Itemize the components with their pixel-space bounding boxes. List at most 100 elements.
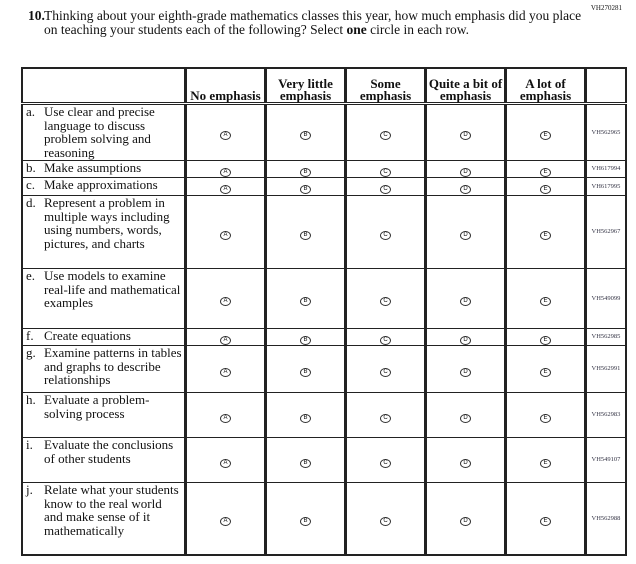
radio-bubble-d[interactable]: D	[460, 185, 471, 194]
radio-bubble-c[interactable]: C	[380, 297, 391, 306]
row-text: Create equations	[44, 328, 131, 343]
radio-bubble-d[interactable]: D	[460, 367, 471, 377]
response-cell: D	[424, 268, 506, 329]
radio-bubble-d[interactable]: D	[460, 131, 471, 140]
response-cell: D	[424, 177, 506, 196]
radio-bubble-d[interactable]: D	[460, 297, 471, 306]
radio-bubble-c[interactable]: C	[380, 167, 391, 177]
radio-bubble-c[interactable]: C	[380, 335, 391, 345]
radio-bubble-a[interactable]: A	[220, 185, 231, 194]
radio-bubble-d[interactable]: D	[460, 516, 471, 526]
radio-bubble-c[interactable]: C	[380, 516, 391, 526]
radio-bubble-a[interactable]: A	[220, 131, 231, 140]
response-cell: C	[344, 195, 426, 269]
radio-bubble-d[interactable]: D	[460, 413, 471, 423]
radio-bubble-b[interactable]: B	[300, 185, 311, 194]
response-cell: B	[264, 328, 346, 346]
header-quite-a-bit: Quite a bit of emphasis	[424, 67, 506, 104]
radio-bubble-b[interactable]: B	[300, 516, 311, 526]
response-cell: A	[184, 195, 266, 269]
radio-bubble-d[interactable]: D	[460, 458, 471, 468]
row-text: Relate what your students know to the re…	[44, 482, 179, 538]
radio-bubble-b[interactable]: B	[300, 458, 311, 468]
table-row: a. Use clear and precise language to disc…	[21, 103, 627, 161]
item-code: VH617995	[584, 177, 627, 196]
radio-bubble-a[interactable]: A	[220, 167, 231, 177]
radio-bubble-e[interactable]: E	[540, 516, 551, 526]
response-cell: B	[264, 195, 346, 269]
radio-bubble-e[interactable]: E	[540, 367, 551, 377]
response-cell: E	[504, 482, 586, 555]
radio-bubble-b[interactable]: B	[300, 367, 311, 377]
response-cell: E	[504, 392, 586, 438]
row-letter: i.	[26, 437, 33, 452]
table-row: b. Make assumptions A B C D E VH617994	[21, 160, 627, 178]
radio-bubble-d[interactable]: D	[460, 230, 471, 240]
response-cell: D	[424, 328, 506, 346]
response-cell: E	[504, 177, 586, 196]
response-cell: C	[344, 160, 426, 178]
radio-bubble-c[interactable]: C	[380, 185, 391, 194]
radio-bubble-c[interactable]: C	[380, 131, 391, 140]
radio-bubble-a[interactable]: A	[220, 297, 231, 306]
response-cell: E	[504, 345, 586, 393]
radio-bubble-e[interactable]: E	[540, 167, 551, 177]
radio-bubble-d[interactable]: D	[460, 167, 471, 177]
radio-bubble-c[interactable]: C	[380, 367, 391, 377]
radio-bubble-a[interactable]: A	[220, 335, 231, 345]
question-stem: Thinking about your eighth-grade mathema…	[44, 8, 582, 37]
response-cell: C	[344, 328, 426, 346]
radio-bubble-e[interactable]: E	[540, 413, 551, 423]
question-emphasis: one	[346, 22, 367, 37]
response-cell: C	[344, 177, 426, 196]
item-code: VH562967	[584, 195, 627, 269]
radio-bubble-a[interactable]: A	[220, 413, 231, 423]
row-text: Make approximations	[44, 177, 158, 192]
item-code: VH617994	[584, 160, 627, 178]
row-letter: c.	[26, 177, 36, 192]
radio-bubble-c[interactable]: C	[380, 413, 391, 423]
response-cell: B	[264, 345, 346, 393]
radio-bubble-b[interactable]: B	[300, 413, 311, 423]
response-cell: C	[344, 268, 426, 329]
radio-bubble-e[interactable]: E	[540, 458, 551, 468]
radio-bubble-e[interactable]: E	[540, 230, 551, 240]
item-code: VH562991	[584, 345, 627, 393]
radio-bubble-e[interactable]: E	[540, 185, 551, 194]
radio-bubble-a[interactable]: A	[220, 516, 231, 526]
radio-bubble-a[interactable]: A	[220, 230, 231, 240]
response-cell: D	[424, 482, 506, 555]
radio-bubble-d[interactable]: D	[460, 335, 471, 345]
radio-bubble-a[interactable]: A	[220, 367, 231, 377]
radio-bubble-b[interactable]: B	[300, 230, 311, 240]
row-label: e. Use models to examine real-life and ma…	[21, 268, 186, 329]
response-cell: A	[184, 268, 266, 329]
response-cell: E	[504, 103, 586, 161]
question-id: VH270281	[590, 4, 622, 12]
response-cell: B	[264, 482, 346, 555]
header-very-little: Very little emphasis	[264, 67, 346, 104]
radio-bubble-b[interactable]: B	[300, 167, 311, 177]
row-text: Evaluate the conclusions of other studen…	[44, 437, 174, 466]
response-cell: D	[424, 160, 506, 178]
header-no-emphasis: No emphasis	[184, 67, 266, 104]
row-letter: h.	[26, 392, 36, 407]
radio-bubble-e[interactable]: E	[540, 131, 551, 140]
radio-bubble-e[interactable]: E	[540, 335, 551, 345]
radio-bubble-e[interactable]: E	[540, 297, 551, 306]
table-row: h. Evaluate a problem-solving process A B C D…	[21, 392, 627, 438]
radio-bubble-b[interactable]: B	[300, 297, 311, 306]
radio-bubble-b[interactable]: B	[300, 335, 311, 345]
radio-bubble-a[interactable]: A	[220, 458, 231, 468]
table-row: e. Use models to examine real-life and ma…	[21, 268, 627, 329]
radio-bubble-c[interactable]: C	[380, 230, 391, 240]
response-cell: C	[344, 103, 426, 161]
response-cell: E	[504, 437, 586, 483]
radio-bubble-c[interactable]: C	[380, 458, 391, 468]
response-cell: A	[184, 177, 266, 196]
row-label: c. Make approximations	[21, 177, 186, 196]
radio-bubble-b[interactable]: B	[300, 131, 311, 140]
row-letter: b.	[26, 160, 36, 175]
row-text: Evaluate a problem-solving process	[44, 392, 150, 421]
response-cell: D	[424, 195, 506, 269]
